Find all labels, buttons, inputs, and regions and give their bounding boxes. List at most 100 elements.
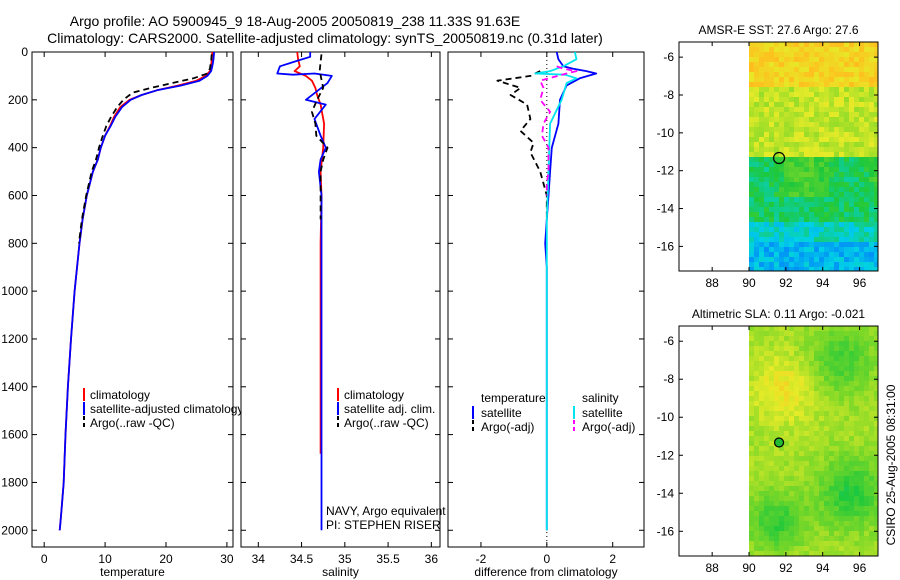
heatmap-cell	[809, 62, 815, 68]
heatmap-cell	[874, 386, 879, 392]
heatmap-cell	[819, 182, 825, 188]
heatmap-cell	[789, 416, 795, 422]
heatmap-cell	[749, 252, 755, 258]
heatmap-cell	[874, 521, 879, 527]
heatmap-cell	[874, 476, 879, 482]
heatmap-cell	[754, 102, 760, 108]
heatmap-cell	[874, 426, 879, 432]
heatmap-cell	[784, 152, 790, 158]
heatmap-cell	[749, 177, 755, 183]
heatmap-cell	[854, 137, 860, 143]
heatmap-cell	[784, 326, 790, 332]
heatmap-cell	[774, 341, 780, 347]
heatmap-cell	[759, 117, 765, 123]
heatmap-cell	[769, 207, 775, 213]
heatmap-cell	[809, 137, 815, 143]
heatmap-cell	[829, 536, 835, 542]
heatmap-cell	[804, 67, 810, 73]
heatmap-cell	[834, 326, 840, 332]
heatmap-cell	[849, 117, 855, 123]
heatmap-cell	[779, 67, 785, 73]
heatmap-cell	[789, 122, 795, 128]
heatmap-cell	[869, 227, 875, 233]
legend-label: satellite	[582, 406, 623, 420]
heatmap-cell	[864, 481, 870, 487]
heatmap-cell	[864, 541, 870, 547]
heatmap-cell	[859, 232, 865, 238]
heatmap-cell	[864, 167, 870, 173]
heatmap-cell	[809, 481, 815, 487]
heatmap-cell	[849, 431, 855, 437]
heatmap-cell	[769, 197, 775, 203]
heatmap-cell	[749, 506, 755, 512]
heatmap-cell	[829, 446, 835, 452]
heatmap-cell	[804, 511, 810, 517]
heatmap-cell	[749, 486, 755, 492]
heatmap-cell	[809, 331, 815, 337]
heatmap-cell	[764, 162, 770, 168]
heatmap-cell	[854, 481, 860, 487]
heatmap-cell	[874, 451, 879, 457]
heatmap-cell	[794, 446, 800, 452]
heatmap-cell	[749, 371, 755, 377]
heatmap-cell	[794, 162, 800, 168]
heatmap-cell	[799, 441, 805, 447]
heatmap-cell	[859, 207, 865, 213]
heatmap-cell	[754, 431, 760, 437]
heatmap-cell	[839, 471, 845, 477]
heatmap-cell	[779, 182, 785, 188]
heatmap-cell	[839, 132, 845, 138]
heatmap-cell	[789, 257, 795, 263]
axes-frame	[31, 51, 234, 548]
heatmap-cell	[874, 416, 879, 422]
heatmap-cell	[784, 376, 790, 382]
heatmap-cell	[759, 217, 765, 223]
heatmap-cell	[859, 451, 865, 457]
heatmap-cell	[789, 137, 795, 143]
heatmap-cell	[854, 526, 860, 532]
x-axis-label: temperature	[100, 565, 165, 579]
heatmap-cell	[844, 87, 850, 93]
heatmap-cell	[869, 267, 875, 272]
heatmap-cell	[799, 496, 805, 502]
heatmap-cell	[829, 242, 835, 248]
heatmap-cell	[834, 356, 840, 362]
heatmap-cell	[809, 147, 815, 153]
heatmap-cell	[804, 252, 810, 258]
heatmap-cell	[794, 551, 800, 557]
heatmap-cell	[759, 506, 765, 512]
heatmap-cell	[799, 366, 805, 372]
heatmap-cell	[769, 461, 775, 467]
heatmap-cell	[794, 142, 800, 148]
heatmap-cell	[829, 192, 835, 198]
heatmap-cell	[864, 476, 870, 482]
heatmap-cell	[779, 57, 785, 63]
heatmap-cell	[759, 471, 765, 477]
heatmap-cell	[824, 426, 830, 432]
heatmap-cell	[749, 262, 755, 268]
heatmap-cell	[844, 177, 850, 183]
heatmap-cell	[854, 351, 860, 357]
heatmap-cell	[869, 117, 875, 123]
heatmap-cell	[869, 476, 875, 482]
heatmap-cell	[834, 257, 840, 263]
heatmap-cell	[859, 351, 865, 357]
heatmap-cell	[839, 237, 845, 243]
heatmap-cell	[769, 436, 775, 442]
heatmap-cell	[869, 546, 875, 552]
heatmap-cell	[784, 132, 790, 138]
heatmap-cell	[854, 172, 860, 178]
heatmap-cell	[874, 117, 879, 123]
heatmap-cell	[774, 262, 780, 268]
heatmap-cell	[829, 341, 835, 347]
heatmap-cell	[784, 187, 790, 193]
heatmap-cell	[769, 222, 775, 228]
heatmap-cell	[844, 401, 850, 407]
heatmap-cell	[799, 217, 805, 223]
heatmap-cell	[839, 242, 845, 248]
heatmap-cell	[814, 551, 820, 557]
heatmap-cell	[814, 157, 820, 163]
heatmap-cell	[869, 167, 875, 173]
heatmap-cell	[809, 486, 815, 492]
heatmap-cell	[764, 122, 770, 128]
